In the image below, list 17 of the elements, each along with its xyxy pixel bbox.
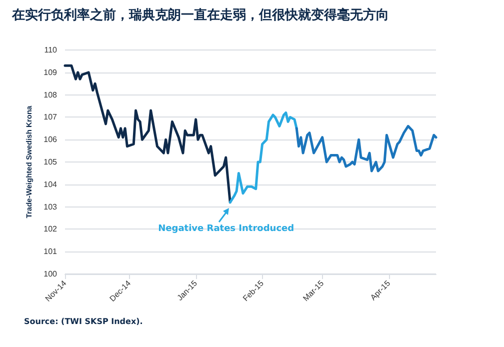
y-tick-label: 105 <box>44 158 58 166</box>
annotation: Negative Rates Introduced <box>158 224 294 234</box>
y-tick-label: 110 <box>44 46 58 54</box>
y-tick-label: 102 <box>44 224 58 234</box>
chart-title: 在实行负利率之前，瑞典克朗一直在走弱，但很快就变得毫无方向 <box>12 6 390 24</box>
y-tick-label: 106 <box>44 135 58 144</box>
y-tick-label: 101 <box>44 247 58 256</box>
y-tick-label: 100 <box>44 270 58 278</box>
line-series <box>228 111 298 204</box>
y-tick-label: 108 <box>44 90 58 100</box>
line-series <box>295 124 438 172</box>
y-tick-label: 107 <box>44 112 58 122</box>
y-tick-label: 109 <box>44 68 58 77</box>
y-tick-label: 104 <box>44 180 58 189</box>
source-note: Source: (TWI SKSP Index). <box>24 316 143 327</box>
line-series <box>64 64 232 204</box>
y-tick-label: 103 <box>44 202 58 212</box>
